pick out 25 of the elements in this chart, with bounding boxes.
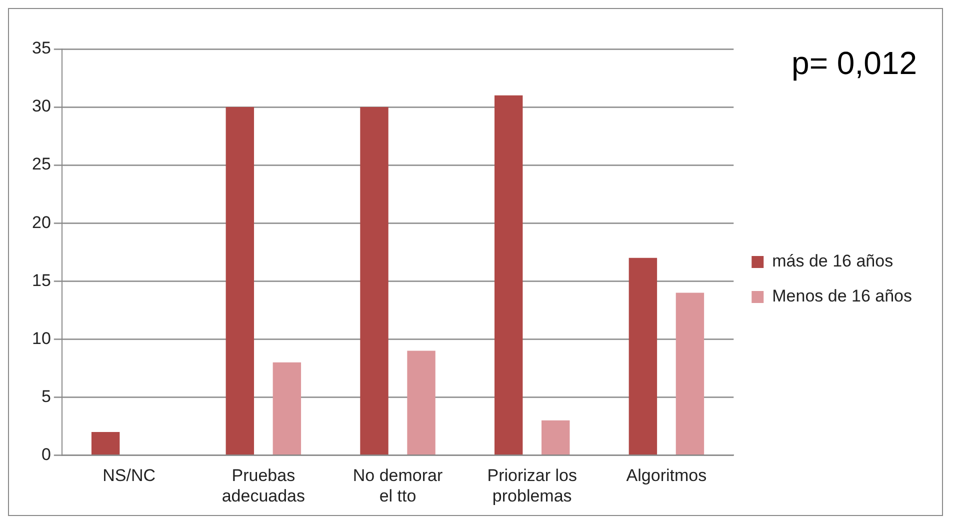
bar (494, 95, 523, 454)
bar (628, 258, 658, 454)
x-tick-label: No demorar el tto (352, 466, 443, 506)
y-tick-label: 0 (41, 444, 51, 464)
bar (676, 292, 704, 454)
bar (226, 107, 254, 454)
bar (360, 107, 388, 454)
x-tick-label: Algoritmos (626, 466, 707, 486)
y-tick-label: 5 (41, 386, 51, 406)
x-tick-label: Priorizar los problemas (487, 466, 577, 506)
x-tick-label: NS/NC (102, 466, 156, 486)
y-tick-label: 15 (32, 270, 51, 290)
y-tick-label: 30 (32, 96, 51, 116)
y-tick-label: 35 (32, 38, 51, 58)
legend-label: más de 16 años (772, 252, 894, 271)
text: p= 0,012 (792, 44, 917, 81)
legend-label: Menos de 16 años (772, 286, 912, 306)
bar (91, 432, 120, 454)
x-tick-label: Pruebas adecuadas (222, 466, 306, 506)
y-tick-label: 25 (32, 154, 51, 174)
bar (272, 362, 302, 454)
y-tick-label: 10 (32, 328, 51, 348)
bar (542, 420, 570, 454)
y-tick-label: 20 (32, 212, 51, 232)
bar (407, 350, 436, 454)
